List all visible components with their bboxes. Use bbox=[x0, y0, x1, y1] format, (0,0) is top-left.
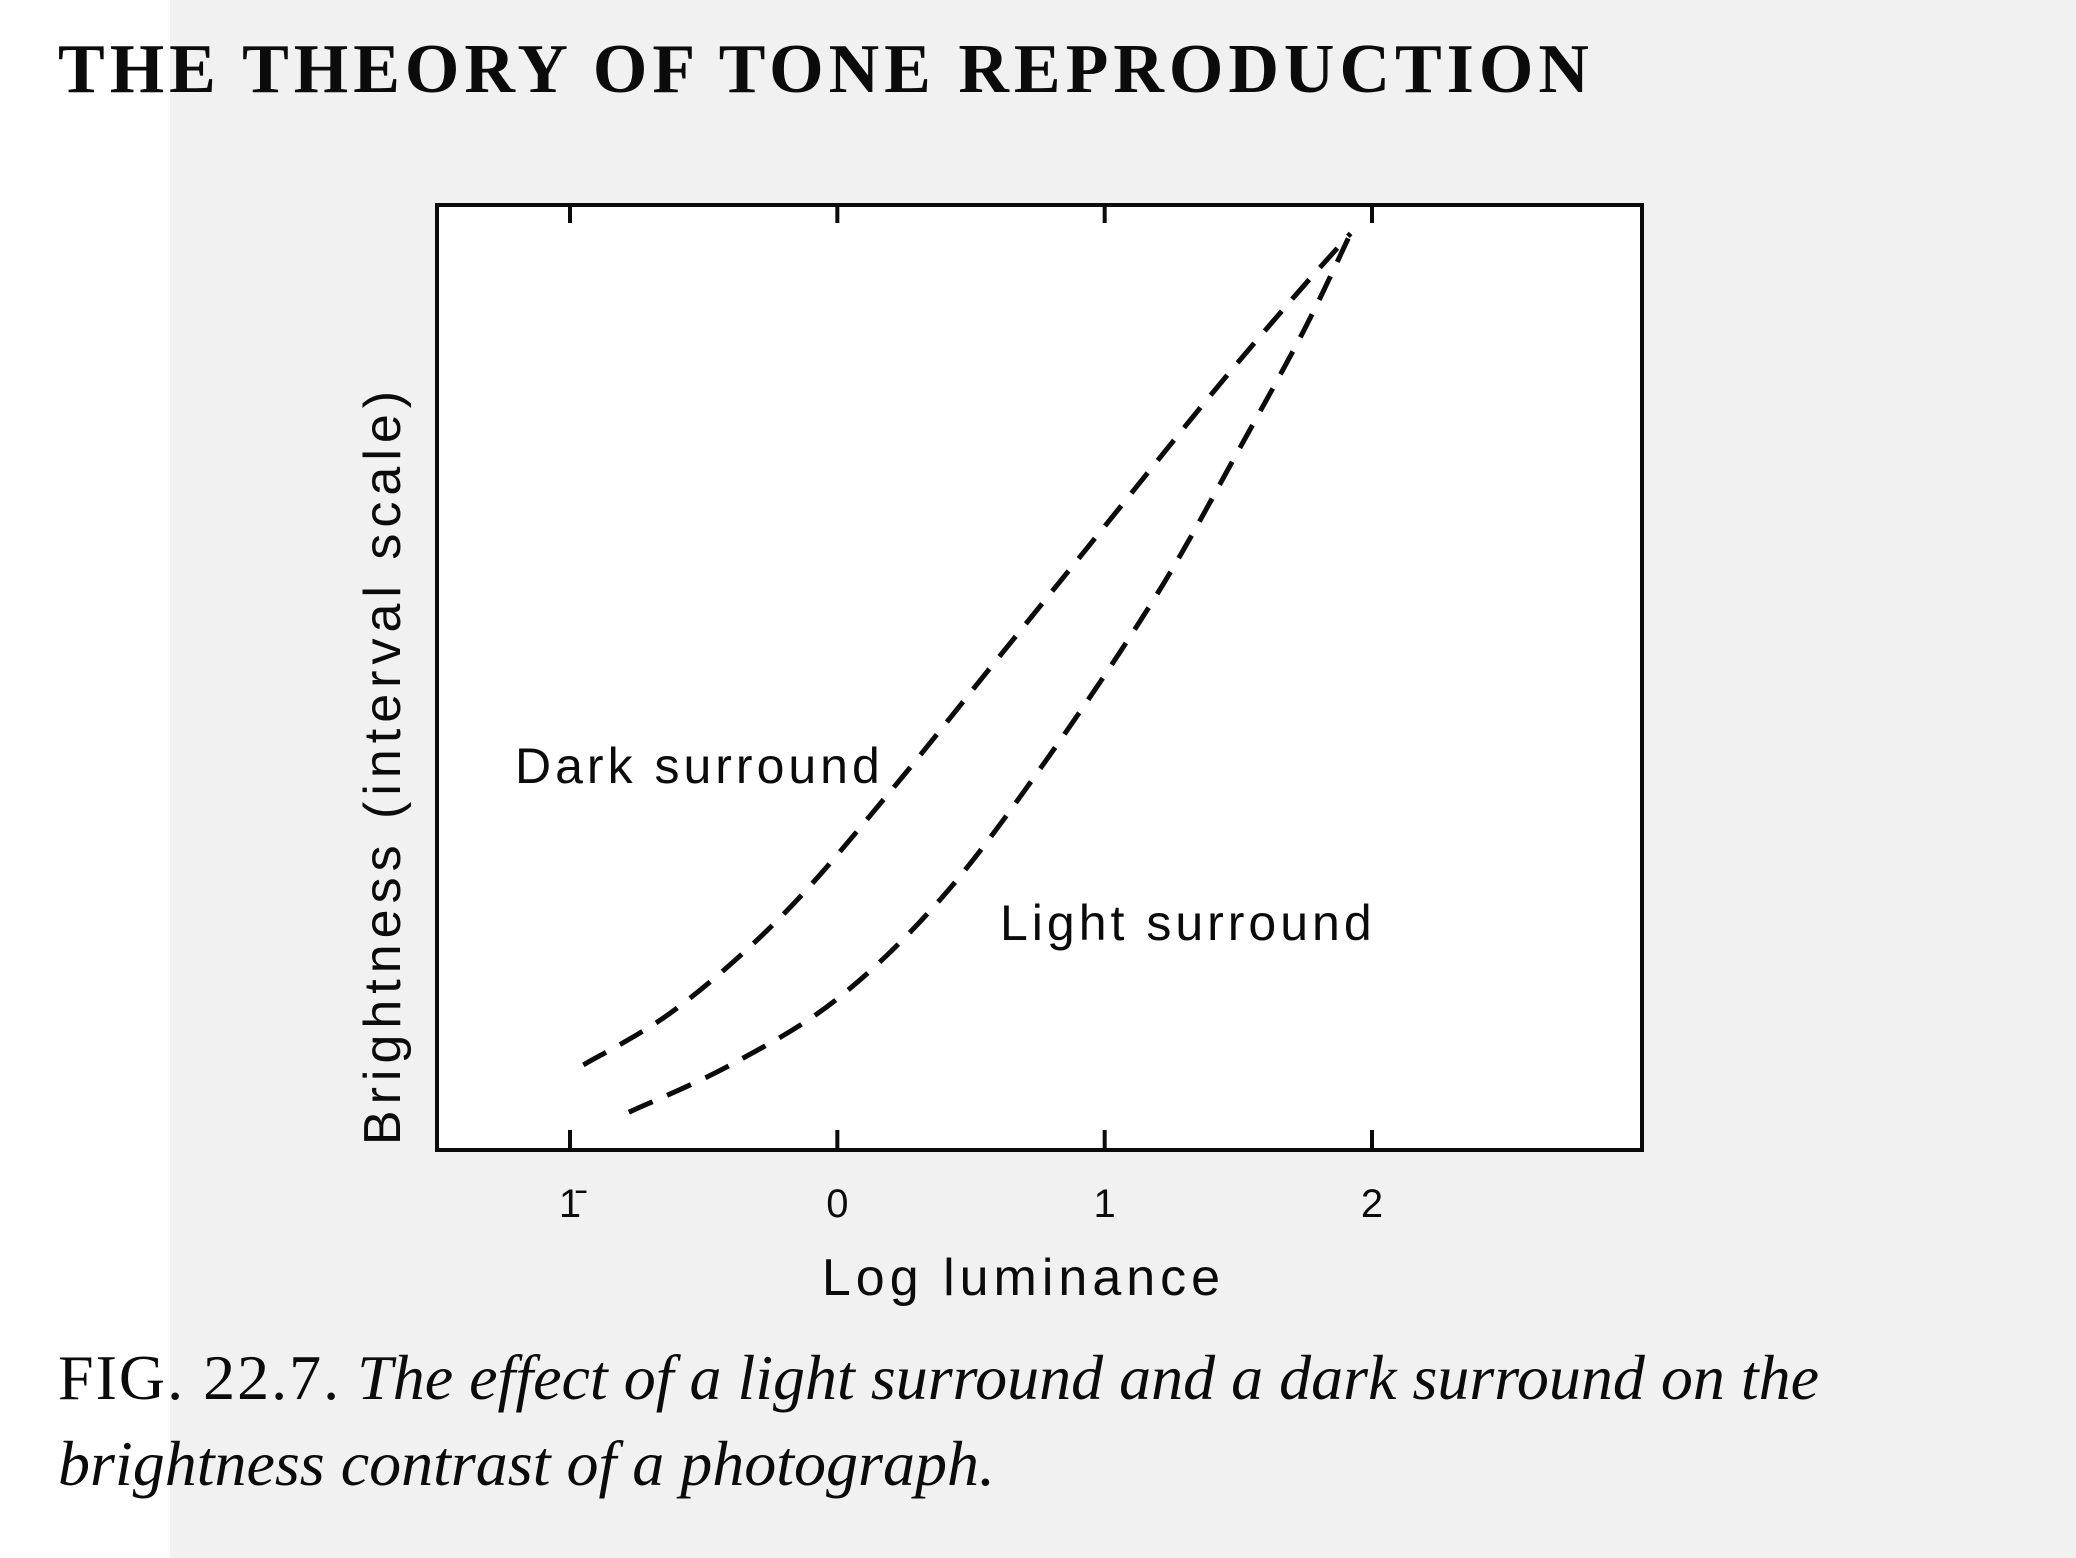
dark-surround-label: Dark surround bbox=[515, 738, 884, 794]
x-axis-label: Log luminance bbox=[822, 1249, 1225, 1307]
y-axis-label: Brightness (interval scale) bbox=[354, 385, 412, 1145]
x-ticks bbox=[568, 205, 1374, 1150]
labels-layer: 1̄ 0 1 2 Dark surround Light surround Log lumi… bbox=[354, 385, 1383, 1307]
figure-caption: FIG. 22.7. The effect of a light surroun… bbox=[58, 1335, 2038, 1507]
x-tick-label: 2 bbox=[1361, 1182, 1383, 1226]
x-tick-label: 0 bbox=[826, 1182, 848, 1226]
figure-number: FIG. 22.7. bbox=[58, 1342, 342, 1413]
plot-frame bbox=[435, 203, 1644, 1152]
series-line-light-surround bbox=[627, 232, 1353, 1115]
running-head: THE THEORY OF TONE REPRODUCTION bbox=[58, 31, 1594, 108]
x-tick-label: 1̄ bbox=[559, 1182, 587, 1226]
light-surround-label: Light surround bbox=[1000, 895, 1376, 951]
brightness-chart: 1̄ 0 1 2 Dark surround Light surround Log lumi… bbox=[354, 203, 1644, 1307]
series-layer bbox=[582, 231, 1353, 1115]
figure-caption-text: The effect of a light surround and a dar… bbox=[58, 1342, 1819, 1499]
series-line-dark-surround bbox=[582, 231, 1353, 1068]
x-tick-label: 1 bbox=[1094, 1182, 1116, 1226]
